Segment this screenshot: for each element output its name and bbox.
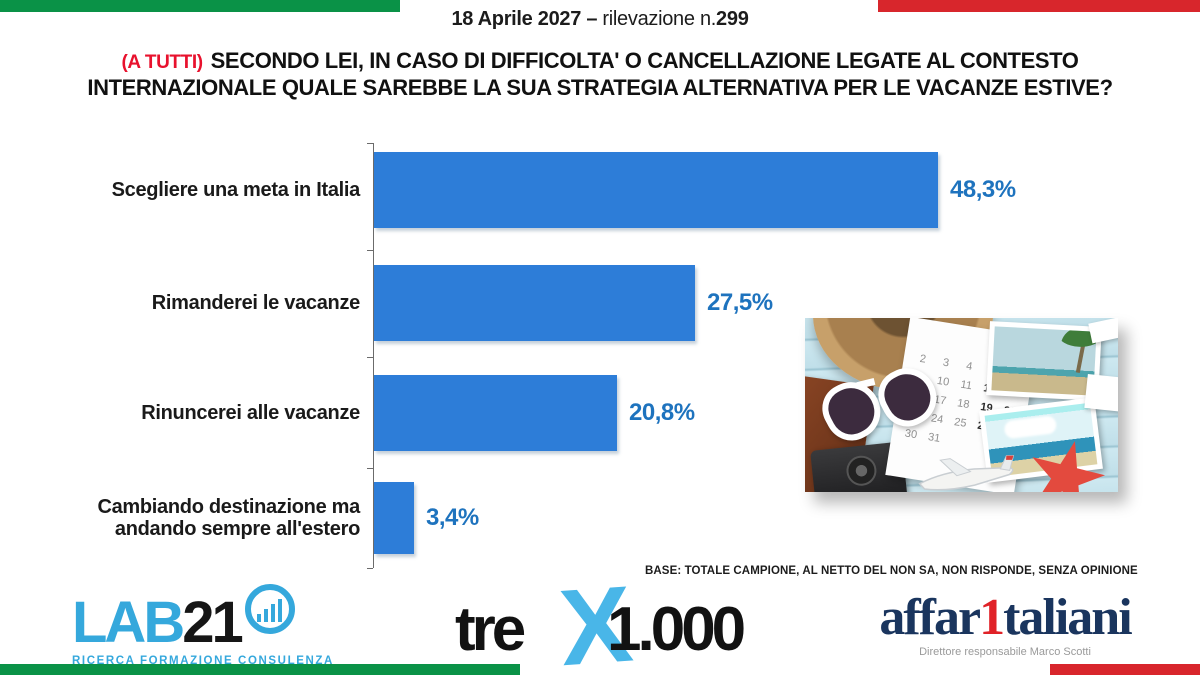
camera-lens-icon [844,454,878,488]
flag-red-top-bar [878,0,1200,12]
question-title: (A TUTTI) SECONDO LEI, IN CASO DI DIFFICO… [55,48,1145,102]
bar-category-label: Cambiando destinazione ma andando sempre… [97,495,360,540]
question-text: SECONDO LEI, IN CASO DI DIFFICOLTA' O CA… [87,48,1113,100]
toy-airplane-icon [910,442,1027,492]
bar [374,482,414,554]
vacation-photo: 23456910111213161718192023242526273031 [805,318,1118,492]
bar-chart: Scegliere una meta in Italia 48,3% Rimande… [0,143,1200,575]
chart-row: Rimanderei le vacanze 27,5% [0,265,1200,341]
flag-green-top-bar [0,0,400,12]
affaritaliani-wordmark: affar1taliani [815,592,1195,644]
lab21-chart-bars [256,599,282,622]
beach-photo-palm-image [991,326,1097,396]
cloud [1003,415,1058,440]
lab21-logo: LAB21 RICERCA FORMAZIONE CONSULENZA [72,584,372,667]
lab21-lab-text: LAB [72,590,185,655]
chart-row: Scegliere una meta in Italia 48,3% [0,152,1200,228]
header-survey-number: 299 [716,8,749,30]
bar-category-label: Rimanderei le vacanze [151,291,361,314]
lab21-chart-ring-icon [244,584,295,634]
lab21-wordmark: LAB21 [72,584,372,652]
bar-category-label: Scegliere una meta in Italia [111,178,361,201]
lab21-21-text: 21 [182,590,243,655]
affari-red-one: 1 [979,589,1005,646]
calendar-day: 18 [956,397,971,412]
calendar-day: 11 [959,378,973,393]
chart-row: Cambiando destinazione ma andando sempre… [0,482,1200,554]
header-date: 18 Aprile 2027 – [451,8,598,30]
flag-red-bottom-bar [1050,664,1200,675]
bar-value-label: 48,3% [950,176,1016,203]
header-survey-label: rilevazione n. [597,8,717,30]
bar-value-label: 3,4% [426,504,479,531]
affari-part1: affar [879,589,981,646]
trex1000-1000-text: 1.000 [607,595,746,664]
calendar-day: 31 [927,431,942,445]
bar [374,265,695,341]
header: 18 Aprile 2027 – rilevazione n.299 [0,8,1200,31]
chart-row: Rinuncerei alle vacanze 20,8% [0,375,1200,451]
axis-tick [367,143,373,144]
axis-tick [367,568,373,569]
footnote: BASE: TOTALE CAMPIONE, AL NETTO DEL NON … [645,565,1138,577]
calendar-day: 25 [953,416,968,430]
axis-tick [367,250,373,251]
bar [374,152,938,228]
axis-tick [367,357,373,358]
bar [374,375,617,451]
beach-photo-palm [986,321,1102,401]
bar-value-label: 27,5% [707,289,773,316]
y-axis-line [373,143,374,568]
bar-category-label: Rinuncerei alle vacanze [141,401,360,424]
affaritaliani-logo: affar1taliani Direttore responsabile Mar… [815,592,1195,659]
question-audience-tag: (A TUTTI) [121,52,203,73]
bar-value-label: 20,8% [629,399,695,426]
calendar-day [948,434,968,449]
trex1000-logo: X tre 1.000 [455,563,775,675]
calendar-day: 3 [942,356,950,370]
affari-director-subtitle: Direttore responsabile Marco Scotti [919,646,1091,658]
affari-part2: taliani [1003,589,1133,646]
postcard-card [1084,374,1118,412]
calendar-day: 4 [965,360,974,374]
trex1000-tre-text: tre [455,595,526,664]
axis-tick [367,468,373,469]
flag-green-bottom-bar [0,664,520,675]
